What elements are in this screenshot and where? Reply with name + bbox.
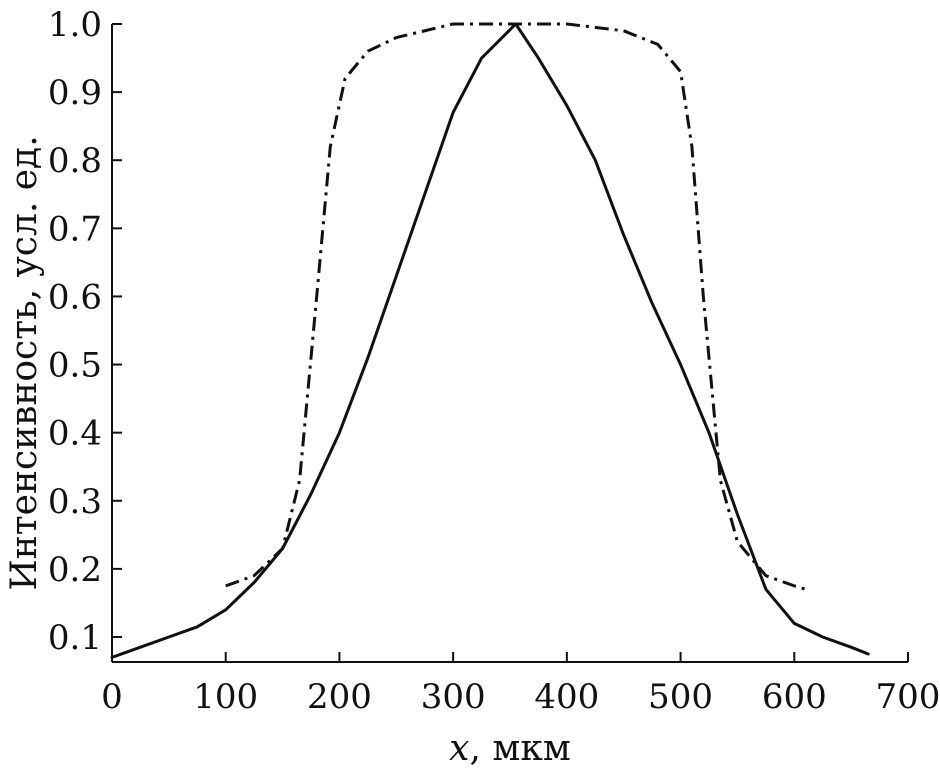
series-group — [110, 22, 870, 659]
x-axis-unit: , мкм — [469, 728, 570, 769]
x-axis-variable: x — [449, 728, 469, 769]
x-axis-title: x, мкм — [449, 728, 571, 769]
y-tick-label: 0.9 — [48, 73, 102, 113]
x-tick-label: 0 — [101, 677, 123, 717]
y-tick-label: 0.8 — [48, 141, 102, 181]
y-tick-label: 0.1 — [48, 618, 102, 658]
y-tick-label: 0.3 — [48, 482, 102, 522]
x-tick-label: 200 — [307, 677, 372, 717]
x-tick-label: 500 — [648, 677, 713, 717]
y-tick-label: 0.4 — [48, 414, 102, 454]
y-ticks: 0.1 0.2 0.3 0.4 0.5 0.6 0.7 0.8 0.9 1.0 — [48, 5, 122, 658]
axes — [111, 24, 908, 663]
y-tick-label: 0.2 — [48, 550, 102, 590]
y-tick-label: 1.0 — [48, 5, 102, 45]
series-line-solid — [110, 22, 870, 659]
series-line-dash-dot — [225, 22, 807, 591]
x-tick-label: 300 — [421, 677, 486, 717]
y-axis-title: Интенсивность, усл. ед. — [4, 135, 45, 590]
y-tick-label: 0.7 — [48, 209, 102, 249]
x-tick-label: 400 — [534, 677, 599, 717]
x-ticks: 0 100 200 300 400 500 600 700 — [101, 652, 940, 717]
y-tick-label: 0.6 — [48, 277, 102, 317]
x-tick-label: 700 — [876, 677, 940, 717]
y-tick-label: 0.5 — [48, 346, 102, 386]
x-tick-label: 100 — [193, 677, 258, 717]
x-tick-label: 600 — [762, 677, 827, 717]
